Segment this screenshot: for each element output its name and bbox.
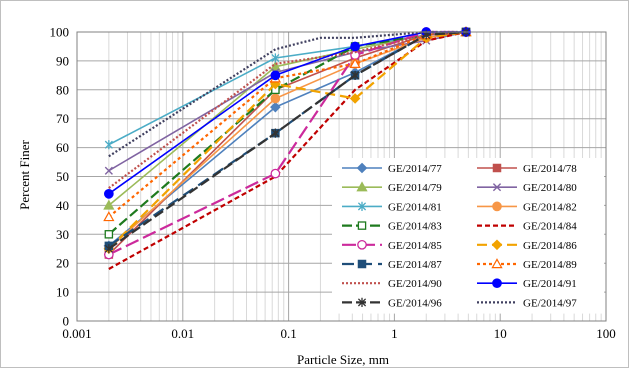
legend-entry: GE/2014/83 [342,221,442,233]
legend-marker [357,201,367,211]
legend-label: GE/2014/82 [523,201,577,213]
x-tick-label: 10 [494,326,507,341]
data-point [270,101,281,113]
legend-label: GE/2014/90 [388,278,442,290]
legend-entry: GE/2014/78 [477,163,577,175]
legend-entry: GE/2014/90 [342,278,442,290]
legend-label: GE/2014/86 [523,240,577,252]
legend-label: GE/2014/78 [523,163,577,175]
data-point [349,93,361,104]
legend-label: GE/2014/85 [388,240,442,252]
data-point [270,70,281,81]
legend-marker [491,239,503,251]
y-tick-label: 20 [56,256,69,271]
x-tick-label: 1 [391,326,398,341]
legend-marker [357,297,367,307]
plot-area-frame [76,31,607,322]
legend-label: GE/2014/84 [523,221,577,233]
y-tick-label: 100 [50,25,70,40]
legend-label: GE/2014/96 [388,297,442,309]
legend-marker [357,259,367,269]
y-tick-label: 70 [56,111,69,126]
legend-entry: GE/2014/80 [477,182,577,194]
x-tick-label: 100 [596,326,616,341]
data-point [104,166,113,175]
legend-entry: GE/2014/89 [477,258,577,271]
legend-box [332,158,604,314]
legend-marker [356,162,368,174]
data-point [104,230,114,239]
legend-entry: GE/2014/85 [342,240,442,252]
legend-marker [491,258,503,269]
legend-label: GE/2014/89 [523,259,577,271]
legend-label: GE/2014/81 [388,201,442,213]
y-tick-label: 50 [56,169,69,184]
y-axis-title: Percent Finer [17,139,32,209]
series-GE/2014/84 [108,30,467,270]
series-line [108,30,467,189]
x-tick-label: 0.1 [280,326,296,341]
legend-marker [492,201,502,212]
legend-marker [492,278,502,289]
data-point [270,93,281,104]
legend-entry: GE/2014/91 [477,278,577,290]
legend-label: GE/2014/79 [388,182,442,194]
legend-entry: GE/2014/77 [342,162,442,175]
x-tick-label: 0.001 [62,326,91,341]
y-tick-label: 30 [56,227,69,242]
series-line [108,30,467,218]
legend-marker [492,183,502,192]
legend-entry: GE/2014/86 [477,239,577,252]
y-tick-label: 0 [63,314,70,329]
y-tick-label: 10 [56,285,69,300]
axes: 0.001 0.01 0.1 1 10 100 0 10 20 30 40 50 60 70 80 90 100 [50,25,616,342]
series-line [108,30,467,270]
legend-marker [492,163,502,173]
legend-entry: GE/2014/97 [477,297,577,309]
y-tick-label: 80 [56,82,69,97]
y-tick-label: 40 [56,198,69,213]
data-point [103,188,114,199]
legend-label: GE/2014/97 [523,297,577,309]
data-point [104,140,113,150]
y-tick-label: 60 [56,140,69,155]
legend-marker [357,239,367,250]
data-point [349,57,361,68]
legend-marker [356,181,368,192]
data-point [103,199,115,210]
legend-label: GE/2014/87 [388,259,442,271]
legend-label: GE/2014/91 [523,278,577,290]
legend: GE/2014/77 GE/2014/78 GE/2014/79 GE/2014/80… [342,162,577,309]
legend-entry: GE/2014/81 [342,201,442,213]
data-point [351,70,360,80]
y-tick-label: 90 [56,53,69,68]
x-axis-title: Particle Size, mm [297,352,389,367]
legend-label: GE/2014/83 [388,221,442,233]
data-point [104,244,113,254]
legend-entry: GE/2014/96 [342,297,442,309]
legend-entry: GE/2014/79 [342,181,442,194]
legend-entry: GE/2014/84 [477,221,577,233]
legend-label: GE/2014/77 [388,163,442,175]
legend-entry: GE/2014/87 [342,259,442,271]
data-point [350,41,360,52]
data-point [270,168,281,179]
data-point [271,53,280,63]
legend-marker [357,221,367,230]
series-GE/2014/90 [108,30,467,189]
legend-label: GE/2014/80 [523,182,577,194]
x-tick-label: 0.01 [171,326,194,341]
legend-entry: GE/2014/82 [477,201,577,213]
data-point [103,211,115,222]
data-point [271,128,280,138]
